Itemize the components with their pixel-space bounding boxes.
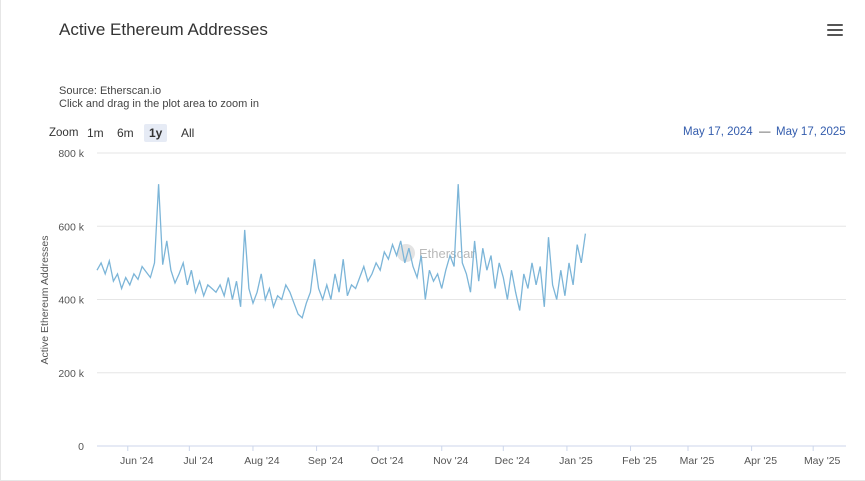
chart-title: Active Ethereum Addresses bbox=[59, 20, 268, 39]
watermark-text: Etherscan bbox=[419, 246, 478, 261]
y-tick-label: 600 k bbox=[58, 221, 84, 233]
y-tick-label: 200 k bbox=[58, 368, 84, 380]
x-tick-label: Jan '25 bbox=[559, 455, 593, 467]
zoom-button-1m[interactable]: 1m bbox=[87, 126, 104, 140]
zoom-button-all[interactable]: All bbox=[181, 126, 195, 140]
hamburger-menu-icon[interactable] bbox=[827, 24, 843, 38]
x-tick-label: Jun '24 bbox=[120, 455, 154, 467]
x-tick-label: Aug '24 bbox=[244, 455, 279, 467]
range-to[interactable]: May 17, 2025 bbox=[776, 126, 846, 138]
zoom-hint: Click and drag in the plot area to zoom … bbox=[59, 98, 259, 110]
y-axis-label: Active Ethereum Addresses bbox=[39, 236, 51, 365]
y-tick-label: 800 k bbox=[58, 148, 84, 160]
x-tick-label: Sep '24 bbox=[308, 455, 343, 467]
x-tick-label: Nov '24 bbox=[433, 455, 468, 467]
x-tick-label: Oct '24 bbox=[371, 455, 404, 467]
zoom-button-6m[interactable]: 6m bbox=[117, 126, 134, 140]
watermark: Etherscan bbox=[397, 244, 478, 262]
zoom-button-1y[interactable]: 1y bbox=[144, 124, 168, 142]
series-line bbox=[96, 184, 587, 319]
range-separator: — bbox=[759, 126, 771, 138]
x-tick-label: Apr '25 bbox=[744, 455, 777, 467]
zoom-label: Zoom bbox=[49, 127, 79, 139]
y-axis: 0 200 k 400 k 600 k 800 k bbox=[58, 148, 84, 453]
source-caption: Source: Etherscan.io bbox=[59, 85, 162, 97]
y-tick-label: 0 bbox=[78, 441, 84, 453]
x-tick-label: Feb '25 bbox=[622, 455, 657, 467]
x-tick-label: Mar '25 bbox=[680, 455, 715, 467]
x-tick-label: Dec '24 bbox=[495, 455, 530, 467]
grid-lines bbox=[97, 152, 846, 447]
y-tick-label: 400 k bbox=[58, 295, 84, 307]
x-tick-label: May '25 bbox=[804, 455, 841, 467]
x-tick-label: Jul '24 bbox=[183, 455, 213, 467]
range-from[interactable]: May 17, 2024 bbox=[683, 126, 753, 138]
x-axis: Jun '24 Jul '24 Aug '24 Sep '24 Oct '24 Nov '… bbox=[120, 446, 841, 467]
